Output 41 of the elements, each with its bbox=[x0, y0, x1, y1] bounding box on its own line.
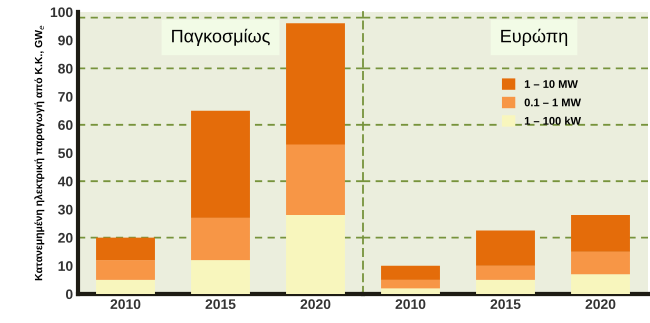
bar bbox=[286, 23, 345, 145]
bar bbox=[191, 260, 250, 294]
y-tick-label: 30 bbox=[58, 204, 73, 215]
y-tick-label: 90 bbox=[58, 36, 73, 46]
legend-label: 0.1 – 1 MW bbox=[524, 98, 581, 106]
y-axis-title: Κατανεμημένη ηλεκτρική παραγωγή από Κ.Κ., GW$_{e}$ bbox=[34, 26, 44, 280]
y-tick-label: 70 bbox=[58, 92, 73, 102]
bar bbox=[571, 252, 630, 274]
bar bbox=[381, 266, 440, 280]
bar bbox=[191, 110, 250, 218]
y-tick-label: 100 bbox=[50, 7, 73, 18]
text: Ευρώπη bbox=[501, 28, 568, 46]
bar bbox=[286, 144, 345, 216]
y-tick-label: 0 bbox=[66, 289, 73, 300]
text: Παγκοσμίως bbox=[172, 28, 270, 46]
y-tick-label: 80 bbox=[58, 64, 73, 74]
x-tick-label: 2015 bbox=[206, 299, 236, 310]
y-tick-label: 40 bbox=[58, 176, 73, 186]
bar bbox=[571, 274, 630, 294]
x-tick-label: 2015 bbox=[490, 299, 521, 310]
bar bbox=[96, 260, 155, 280]
x-tick-label: 2020 bbox=[300, 299, 330, 310]
bar bbox=[381, 280, 440, 288]
bar bbox=[96, 280, 155, 294]
bar bbox=[571, 215, 630, 252]
y-tick-label: 20 bbox=[58, 232, 73, 243]
bar bbox=[191, 218, 250, 260]
legend-label: 1 – 100 kW bbox=[524, 116, 581, 125]
y-tick-label: 60 bbox=[58, 120, 73, 130]
x-tick-label: 2020 bbox=[586, 299, 616, 310]
bar bbox=[476, 230, 535, 266]
x-tick-label: 2010 bbox=[396, 299, 426, 310]
bar bbox=[286, 215, 345, 294]
bar bbox=[381, 288, 440, 294]
bar bbox=[96, 238, 155, 260]
bar bbox=[476, 266, 535, 280]
legend-label: 1 – 10 MW bbox=[524, 80, 578, 88]
x-tick-label: 2010 bbox=[110, 299, 140, 310]
bar bbox=[476, 280, 535, 294]
y-tick-label: 10 bbox=[58, 261, 73, 271]
y-tick-label: 50 bbox=[58, 148, 73, 158]
